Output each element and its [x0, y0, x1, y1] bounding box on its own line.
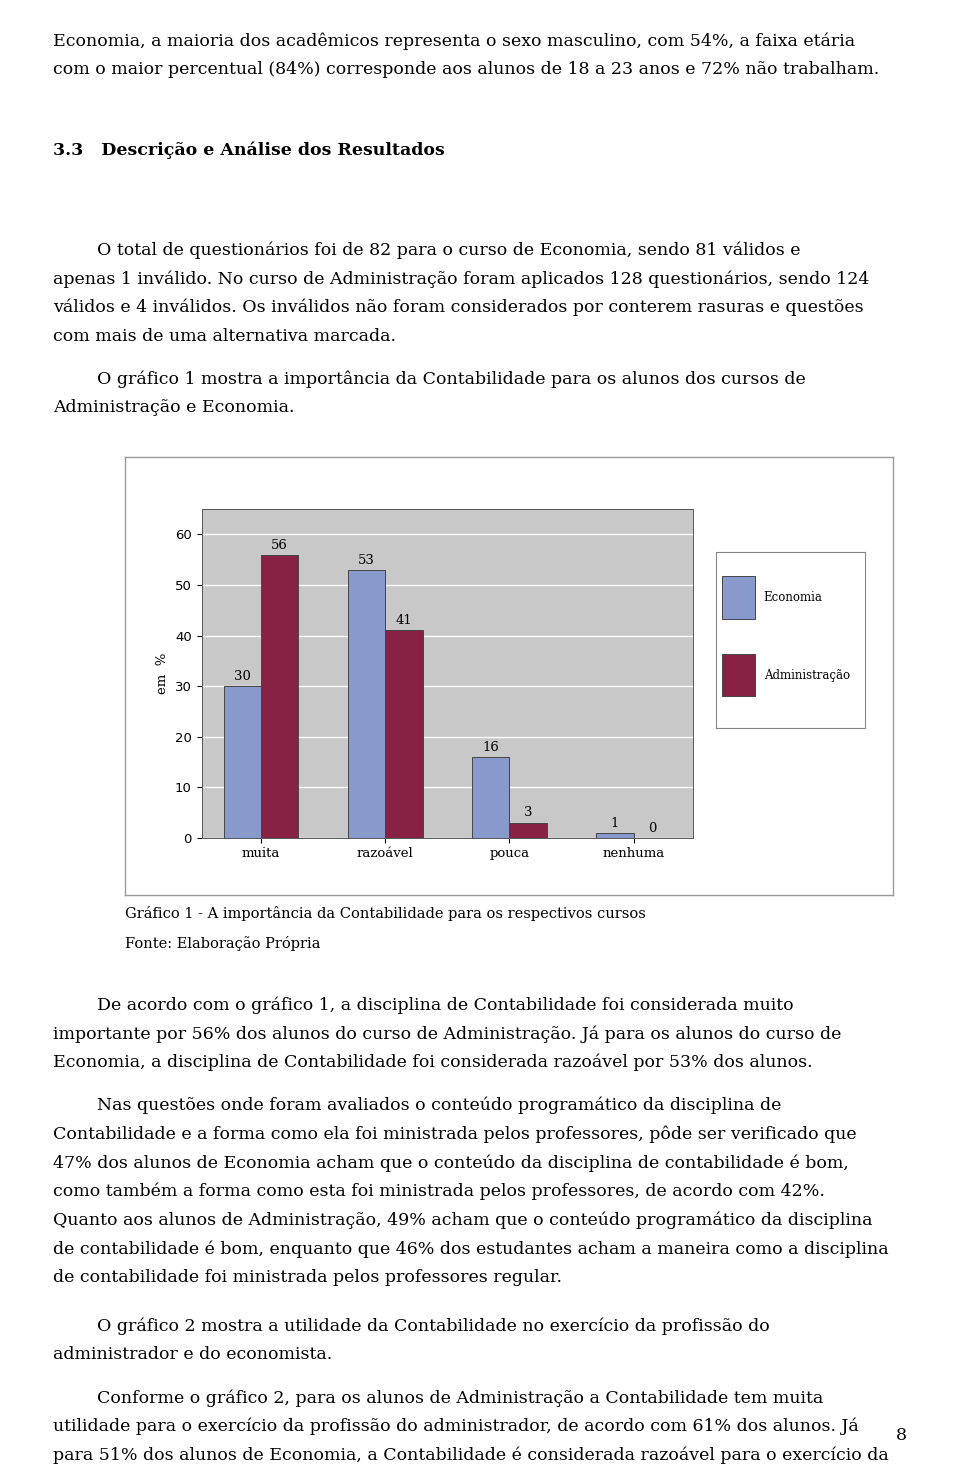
Text: 47% dos alunos de Economia acham que o conteúdo da disciplina de contabilidade é: 47% dos alunos de Economia acham que o c… — [53, 1154, 849, 1172]
Y-axis label: em  %: em % — [156, 653, 170, 694]
Text: Economia, a disciplina de Contabilidade foi considerada razoável por 53% dos alu: Economia, a disciplina de Contabilidade … — [53, 1054, 812, 1072]
Text: válidos e 4 inválidos. Os inválidos não foram considerados por conterem rasuras : válidos e 4 inválidos. Os inválidos não … — [53, 298, 863, 316]
Text: O gráfico 2 mostra a utilidade da Contabilidade no exercício da profissão do: O gráfico 2 mostra a utilidade da Contab… — [53, 1317, 770, 1335]
Text: 0: 0 — [648, 822, 657, 835]
Text: 8: 8 — [897, 1426, 907, 1444]
Bar — [722, 576, 755, 619]
Bar — [722, 654, 755, 697]
Text: utilidade para o exercício da profissão do administrador, de acordo com 61% dos : utilidade para o exercício da profissão … — [53, 1417, 858, 1435]
Bar — [224, 686, 261, 838]
Text: Conforme o gráfico 2, para os alunos de Administração a Contabilidade tem muita: Conforme o gráfico 2, para os alunos de … — [53, 1389, 823, 1407]
Text: O total de questionários foi de 82 para o curso de Economia, sendo 81 válidos e: O total de questionários foi de 82 para … — [53, 241, 801, 259]
Bar — [261, 554, 299, 838]
Text: 3.3   Descrição e Análise dos Resultados: 3.3 Descrição e Análise dos Resultados — [53, 141, 444, 159]
Text: como também a forma como esta foi ministrada pelos professores, de acordo com 42: como também a forma como esta foi minist… — [53, 1183, 825, 1200]
Text: Contabilidade e a forma como ela foi ministrada pelos professores, pôde ser veri: Contabilidade e a forma como ela foi min… — [53, 1126, 856, 1142]
Text: de contabilidade é bom, enquanto que 46% dos estudantes acham a maneira como a d: de contabilidade é bom, enquanto que 46%… — [53, 1241, 888, 1257]
Bar — [596, 832, 634, 838]
Text: 3: 3 — [524, 807, 532, 819]
Text: com o maior percentual (84%) corresponde aos alunos de 18 a 23 anos e 72% não tr: com o maior percentual (84%) corresponde… — [53, 60, 879, 78]
Bar — [472, 757, 510, 838]
Text: 30: 30 — [234, 670, 251, 684]
Text: Quanto aos alunos de Administração, 49% acham que o conteúdo programático da dis: Quanto aos alunos de Administração, 49% … — [53, 1211, 873, 1229]
Text: 41: 41 — [396, 614, 412, 628]
Text: Fonte: Elaboração Própria: Fonte: Elaboração Própria — [125, 936, 321, 951]
Bar — [385, 631, 422, 838]
Text: Nas questões onde foram avaliados o conteúdo programático da disciplina de: Nas questões onde foram avaliados o cont… — [53, 1097, 781, 1114]
Text: Gráfico 1 - A importância da Contabilidade para os respectivos cursos: Gráfico 1 - A importância da Contabilida… — [125, 906, 646, 922]
Text: De acordo com o gráfico 1, a disciplina de Contabilidade foi considerada muito: De acordo com o gráfico 1, a disciplina … — [53, 997, 793, 1014]
Text: 1: 1 — [611, 817, 619, 829]
Text: Economia: Economia — [764, 591, 823, 604]
Text: 16: 16 — [482, 741, 499, 754]
Text: para 51% dos alunos de Economia, a Contabilidade é considerada razoável para o e: para 51% dos alunos de Economia, a Conta… — [53, 1446, 889, 1464]
Text: Economia, a maioria dos acadêmicos representa o sexo masculino, com 54%, a faixa: Economia, a maioria dos acadêmicos repre… — [53, 32, 855, 50]
Text: administrador e do economista.: administrador e do economista. — [53, 1347, 332, 1363]
Bar — [348, 570, 385, 838]
Text: 53: 53 — [358, 554, 375, 567]
Text: Administração: Administração — [764, 669, 850, 682]
Text: de contabilidade foi ministrada pelos professores regular.: de contabilidade foi ministrada pelos pr… — [53, 1269, 562, 1286]
Text: 56: 56 — [272, 538, 288, 551]
Text: Administração e Economia.: Administração e Economia. — [53, 400, 295, 416]
Text: com mais de uma alternativa marcada.: com mais de uma alternativa marcada. — [53, 328, 396, 344]
Bar — [510, 823, 546, 838]
Text: O gráfico 1 mostra a importância da Contabilidade para os alunos dos cursos de: O gráfico 1 mostra a importância da Cont… — [53, 370, 805, 388]
Text: importante por 56% dos alunos do curso de Administração. Já para os alunos do cu: importante por 56% dos alunos do curso d… — [53, 1025, 841, 1042]
Text: apenas 1 inválido. No curso de Administração foram aplicados 128 questionários, : apenas 1 inválido. No curso de Administr… — [53, 270, 869, 288]
